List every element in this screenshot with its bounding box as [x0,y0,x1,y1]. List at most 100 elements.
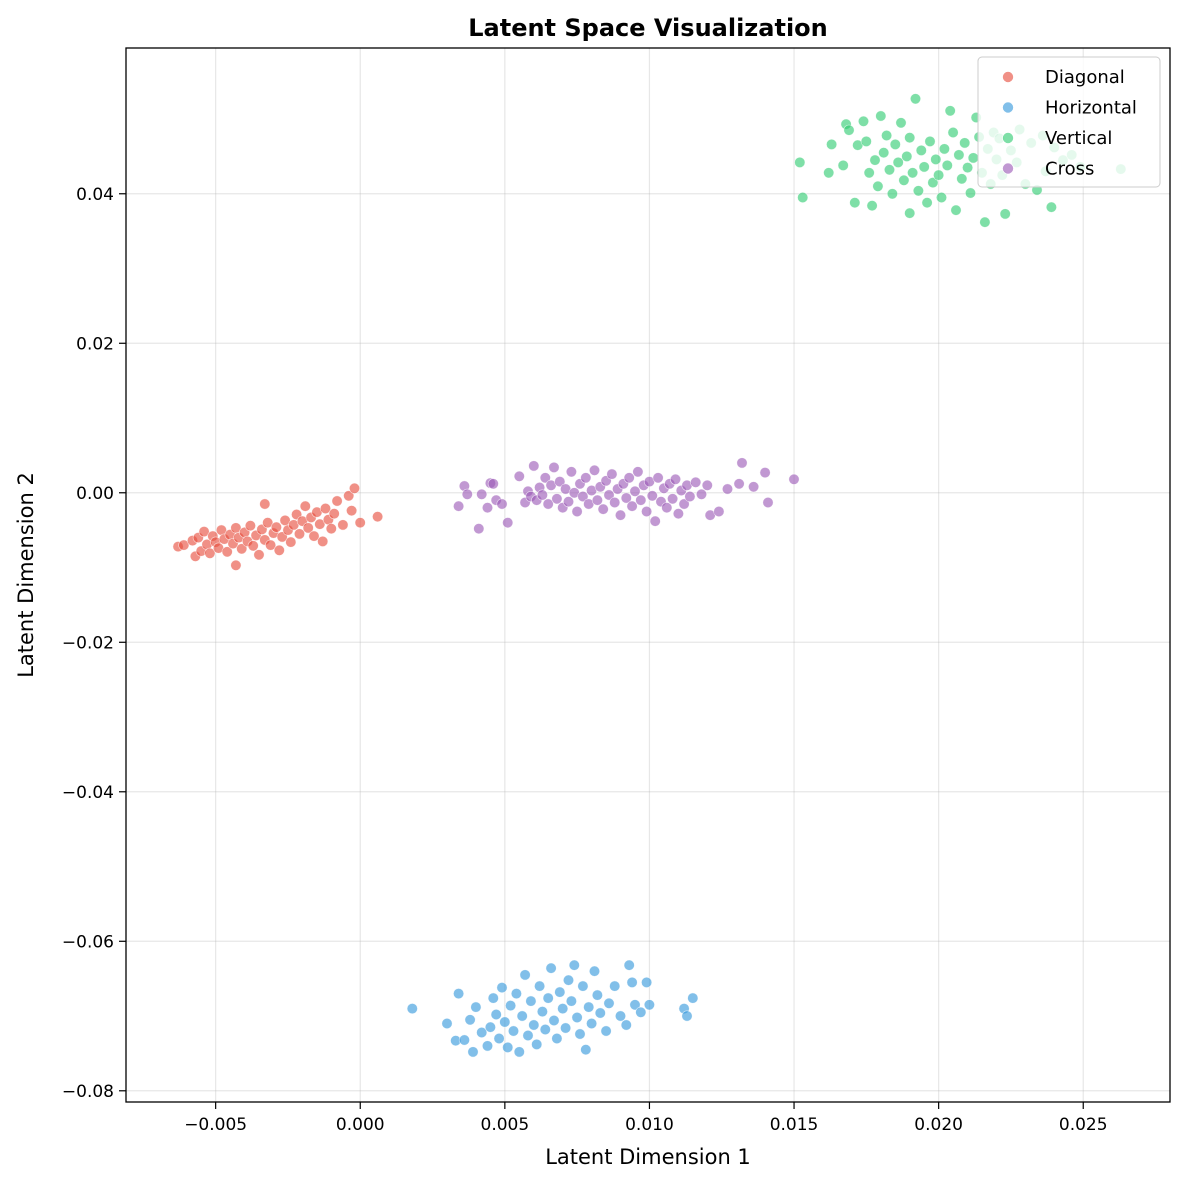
data-point [583,1001,595,1013]
data-point [236,543,248,555]
data-point [629,999,641,1011]
data-point [609,980,621,992]
data-point [513,470,525,482]
data-point [539,472,551,484]
data-point [886,188,898,200]
data-point [441,1017,453,1029]
x-tick-label: 0.025 [1059,1115,1108,1135]
data-point [863,167,875,179]
data-point [534,980,546,992]
data-point [519,969,531,981]
data-point [843,124,855,136]
data-point [964,187,976,199]
data-point [606,468,618,480]
data-point [953,149,965,161]
data-point [536,1006,548,1018]
data-point [461,488,473,500]
x-axis: −0.005 0.000 0.005 0.010 0.015 0.020 0.025 [184,1102,1108,1135]
series-diagonal [172,482,384,571]
legend: Diagonal Horizontal Vertical Cross [977,56,1161,188]
data-point [921,197,933,209]
data-point [476,1027,488,1039]
data-point [721,483,733,495]
data-point [733,478,745,490]
data-point [797,192,809,204]
data-point [496,498,508,510]
data-point [837,159,849,171]
data-point [918,161,930,173]
series-cross [453,457,800,535]
data-point [881,130,893,142]
data-point [481,502,493,514]
x-tick-label: 0.020 [914,1115,963,1135]
data-point [826,138,838,150]
x-tick-label: 0.015 [770,1115,819,1135]
data-point [713,505,725,517]
data-point [889,138,901,150]
data-point [909,93,921,105]
data-point [542,992,554,1004]
data-point [568,959,580,971]
data-point [690,476,702,488]
legend-entry-label: Cross [1045,159,1094,180]
data-point [907,167,919,179]
y-axis: −0.08 −0.06 −0.04 −0.02 0.00 0.02 0.04 [62,185,126,1102]
data-point [502,1041,514,1053]
data-point [293,528,305,540]
data-point [476,488,488,500]
y-tick-label: 0.00 [76,484,114,504]
data-point [626,500,638,512]
data-point [947,127,959,139]
data-point [548,461,560,473]
data-point [999,208,1011,220]
data-point [904,207,916,219]
data-point [273,544,285,556]
data-point [588,464,600,476]
y-tick-label: −0.04 [62,783,114,803]
data-point [230,559,242,571]
data-point [516,1010,528,1022]
data-point [577,980,589,992]
data-point [860,135,872,147]
data-point [536,489,548,501]
x-tick-label: 0.005 [481,1115,530,1135]
data-point [490,1008,502,1020]
data-point [453,988,465,1000]
data-point [941,159,953,171]
data-point [285,536,297,548]
y-tick-label: 0.04 [76,185,114,205]
data-point [545,962,557,974]
x-tick-label: 0.000 [336,1115,385,1135]
legend-marker [1002,101,1014,114]
data-point [600,1025,612,1037]
data-point [247,540,259,552]
data-point [875,110,887,122]
data-point [302,522,314,534]
data-point [204,547,216,559]
data-point [198,526,210,538]
data-point [588,965,600,977]
data-point [259,498,271,510]
data-point [643,999,655,1011]
data-point [502,517,514,529]
y-tick-label: −0.06 [62,932,114,952]
data-point [551,1033,563,1045]
scatter-points [172,93,1127,1058]
data-point [762,496,774,508]
data-point [898,174,910,186]
data-point [823,167,835,179]
data-point [962,162,974,174]
data-point [603,489,615,501]
data-point [464,1014,476,1026]
data-point [531,1038,543,1050]
data-point [626,976,638,988]
data-point [748,481,760,493]
data-point [672,508,684,520]
data-point [620,492,632,504]
data-point [794,156,806,168]
data-point [635,1006,647,1018]
data-point [554,986,566,998]
data-point [262,517,274,529]
data-point [499,1016,511,1028]
